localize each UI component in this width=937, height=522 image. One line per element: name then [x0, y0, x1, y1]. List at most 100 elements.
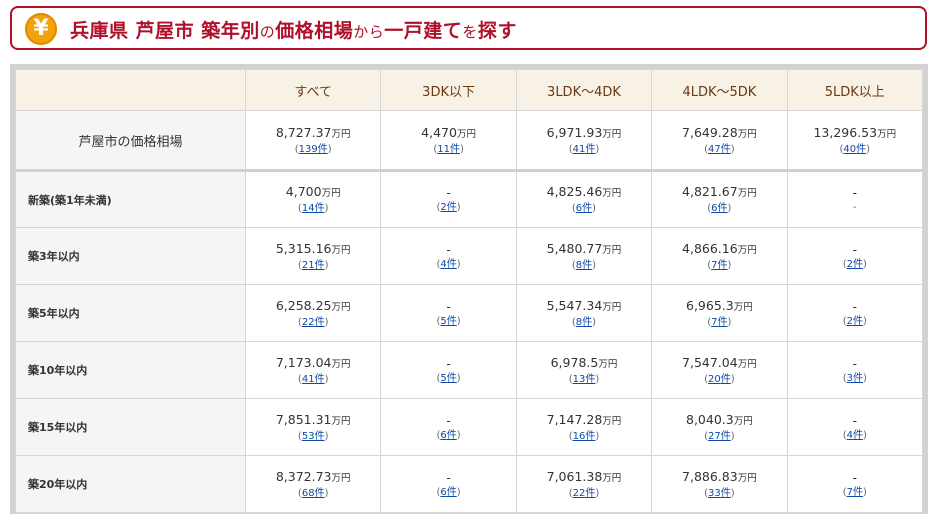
count-number[interactable]: 139 — [298, 143, 318, 155]
count-number[interactable]: 6 — [575, 203, 583, 214]
count-suffix[interactable]: 件 — [446, 486, 457, 498]
count-suffix[interactable]: 件 — [720, 373, 731, 385]
count-suffix[interactable]: 件 — [314, 373, 325, 385]
count-suffix[interactable]: 件 — [582, 259, 593, 271]
listing-count-link[interactable]: 4件 — [847, 430, 863, 441]
listing-count-link[interactable]: 2件 — [847, 316, 863, 327]
count-number[interactable]: 2 — [440, 202, 447, 213]
count-number[interactable]: 40 — [843, 143, 857, 155]
listing-count-link[interactable]: 7件 — [711, 317, 727, 328]
count-number[interactable]: 6 — [440, 486, 447, 498]
count-suffix[interactable]: 件 — [446, 315, 457, 327]
count-suffix[interactable]: 件 — [449, 143, 460, 155]
count-number[interactable]: 22 — [301, 316, 315, 328]
listing-count-link[interactable]: 33件 — [708, 488, 731, 499]
count-suffix[interactable]: 件 — [582, 316, 593, 328]
count-suffix[interactable]: 件 — [852, 315, 863, 327]
listing-count-link[interactable]: 139件 — [299, 144, 328, 155]
count-number[interactable]: 68 — [301, 487, 315, 499]
count-number[interactable]: 2 — [846, 258, 853, 270]
count-number[interactable]: 11 — [437, 143, 450, 155]
count-suffix[interactable]: 件 — [717, 259, 728, 271]
count-number[interactable]: 8 — [575, 259, 583, 271]
listing-count-link[interactable]: 7件 — [847, 487, 863, 498]
listing-count-link[interactable]: 20件 — [708, 374, 731, 385]
count-suffix[interactable]: 件 — [446, 429, 457, 441]
count-number[interactable]: 41 — [572, 143, 586, 155]
count-number[interactable]: 7 — [711, 259, 718, 271]
listing-count-link[interactable]: 27件 — [708, 431, 731, 442]
count-suffix[interactable]: 件 — [446, 372, 457, 384]
count-suffix[interactable]: 件 — [585, 430, 596, 442]
count-number[interactable]: 22 — [572, 487, 586, 499]
count-number[interactable]: 41 — [301, 373, 315, 385]
count-number[interactable]: 4 — [440, 258, 447, 270]
count-suffix[interactable]: 件 — [717, 203, 728, 214]
listing-count-link[interactable]: 2件 — [440, 202, 456, 213]
count-number[interactable]: 33 — [708, 487, 721, 499]
count-number[interactable]: 16 — [572, 430, 586, 442]
listing-count-link[interactable]: 6件 — [440, 430, 456, 441]
listing-count-link[interactable]: 22件 — [302, 317, 325, 328]
count-suffix[interactable]: 件 — [317, 143, 328, 155]
count-number[interactable]: 7 — [711, 316, 718, 328]
listing-count-link[interactable]: 5件 — [440, 316, 456, 327]
count-number[interactable]: 14 — [301, 203, 315, 214]
count-suffix[interactable]: 件 — [585, 487, 596, 499]
count-suffix[interactable]: 件 — [720, 487, 731, 499]
listing-count-link[interactable]: 11件 — [437, 144, 460, 155]
count-suffix[interactable]: 件 — [314, 203, 325, 214]
listing-count-link[interactable]: 40件 — [843, 144, 866, 155]
count-suffix[interactable]: 件 — [852, 429, 863, 441]
count-number[interactable]: 21 — [301, 259, 315, 271]
count-number[interactable]: 8 — [575, 316, 583, 328]
count-suffix[interactable]: 件 — [720, 143, 731, 155]
count-suffix[interactable]: 件 — [446, 202, 457, 213]
listing-count-link[interactable]: 41件 — [573, 144, 596, 155]
count-number[interactable]: 13 — [572, 373, 586, 385]
count-suffix[interactable]: 件 — [582, 203, 593, 214]
listing-count-link[interactable]: 14件 — [302, 203, 325, 214]
listing-count-link[interactable]: 6件 — [711, 203, 727, 214]
listing-count-link[interactable]: 21件 — [302, 260, 325, 271]
count-suffix[interactable]: 件 — [585, 143, 596, 155]
count-suffix[interactable]: 件 — [314, 316, 325, 328]
count-number[interactable]: 2 — [846, 315, 853, 327]
listing-count-link[interactable]: 2件 — [847, 259, 863, 270]
count-suffix[interactable]: 件 — [585, 373, 596, 385]
count-suffix[interactable]: 件 — [852, 486, 863, 498]
listing-count-link[interactable]: 8件 — [576, 260, 592, 271]
listing-count-link[interactable]: 3件 — [847, 373, 863, 384]
count-suffix[interactable]: 件 — [314, 487, 325, 499]
count-number[interactable]: 6 — [711, 203, 718, 214]
count-suffix[interactable]: 件 — [314, 430, 325, 442]
count-number[interactable]: 3 — [846, 372, 853, 384]
listing-count-link[interactable]: 68件 — [302, 488, 325, 499]
count-number[interactable]: 6 — [440, 429, 447, 441]
count-suffix[interactable]: 件 — [314, 259, 325, 271]
count-suffix[interactable]: 件 — [856, 143, 867, 155]
count-suffix[interactable]: 件 — [852, 258, 863, 270]
count-suffix[interactable]: 件 — [852, 372, 863, 384]
listing-count-link[interactable]: 8件 — [576, 317, 592, 328]
listing-count-link[interactable]: 16件 — [573, 431, 596, 442]
listing-count-link[interactable]: 41件 — [302, 374, 325, 385]
count-number[interactable]: 20 — [708, 373, 721, 385]
listing-count-link[interactable]: 47件 — [708, 144, 731, 155]
listing-count-link[interactable]: 6件 — [440, 487, 456, 498]
count-suffix[interactable]: 件 — [717, 316, 728, 328]
count-number[interactable]: 4 — [846, 429, 853, 441]
count-number[interactable]: 5 — [440, 372, 447, 384]
listing-count-link[interactable]: 4件 — [440, 259, 456, 270]
listing-count-link[interactable]: 7件 — [711, 260, 727, 271]
count-number[interactable]: 5 — [440, 315, 447, 327]
listing-count-link[interactable]: 6件 — [576, 203, 592, 214]
count-suffix[interactable]: 件 — [446, 258, 457, 270]
listing-count-link[interactable]: 53件 — [302, 431, 325, 442]
listing-count-link[interactable]: 13件 — [573, 374, 596, 385]
listing-count-link[interactable]: 22件 — [573, 488, 596, 499]
count-number[interactable]: 53 — [301, 430, 315, 442]
count-suffix[interactable]: 件 — [720, 430, 731, 442]
count-number[interactable]: 27 — [708, 430, 721, 442]
listing-count-link[interactable]: 5件 — [440, 373, 456, 384]
